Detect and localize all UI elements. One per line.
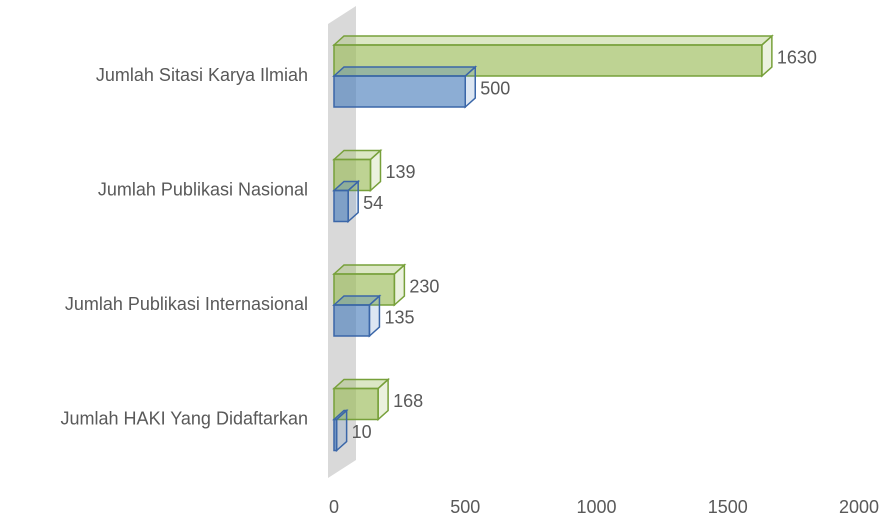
data-label: 500 [480, 78, 510, 98]
bar-front [333, 44, 763, 77]
data-label: 139 [385, 162, 415, 182]
bar-top [332, 35, 774, 46]
bar [332, 65, 478, 109]
y-tick-label: Jumlah Publikasi Internasional [65, 294, 308, 314]
x-tick-label: 0 [329, 497, 339, 517]
bar-top [332, 66, 478, 77]
bar [332, 34, 774, 78]
bar-front [333, 304, 371, 337]
x-tick-label: 1500 [708, 497, 748, 517]
data-label: 54 [363, 193, 383, 213]
y-tick-label: Jumlah HAKI Yang Didaftarkan [61, 408, 308, 428]
data-label: 168 [393, 391, 423, 411]
bar [332, 408, 349, 453]
y-tick-label: Jumlah Publikasi Nasional [98, 179, 308, 199]
bar-front [333, 418, 338, 452]
data-label: 1630 [777, 47, 817, 67]
x-tick-label: 1000 [576, 497, 616, 517]
x-tick-label: 2000 [839, 497, 879, 517]
bar-front [333, 189, 349, 223]
bar-front [333, 75, 466, 108]
bar-top [332, 264, 407, 275]
data-label: 230 [409, 276, 439, 296]
bar [332, 294, 382, 338]
wall [328, 6, 356, 478]
y-tick-label: Jumlah Sitasi Karya Ilmiah [96, 65, 308, 85]
data-label: 135 [384, 307, 414, 327]
x-tick-label: 500 [450, 497, 480, 517]
data-label: 10 [352, 422, 372, 442]
bar [332, 179, 361, 224]
